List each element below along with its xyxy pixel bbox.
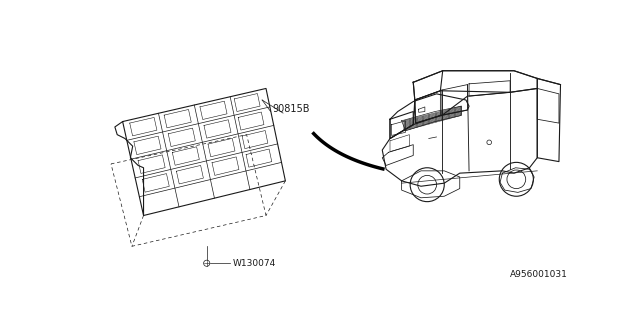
Text: A956001031: A956001031	[510, 270, 568, 279]
Text: 90815B: 90815B	[272, 104, 310, 114]
Text: W130074: W130074	[232, 259, 276, 268]
